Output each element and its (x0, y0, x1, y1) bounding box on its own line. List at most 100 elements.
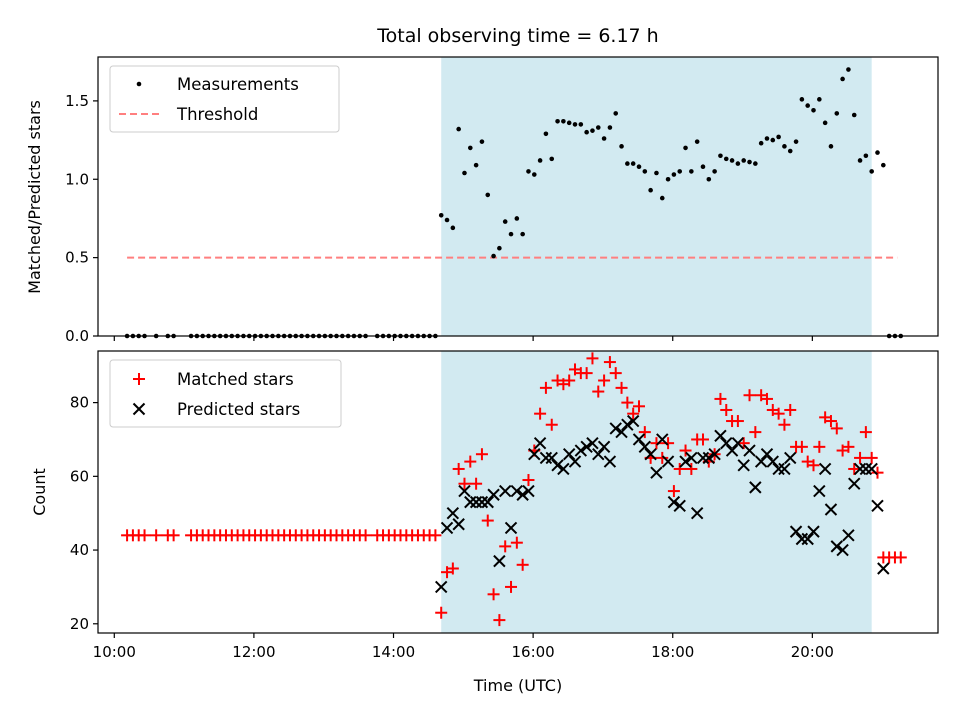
predicted-stars-point (574, 444, 588, 457)
matched-stars-point (493, 614, 506, 627)
observing-window-shade (441, 57, 872, 336)
measurement-point (450, 225, 456, 231)
top-legend: Measurements Threshold (109, 65, 340, 133)
matched-stars-point (534, 407, 547, 420)
matched-stars-point (807, 459, 820, 472)
predicted-stars-point (766, 455, 779, 468)
matched-stars-point (499, 540, 512, 553)
predicted-stars-point (469, 495, 483, 509)
measurement-point (834, 111, 840, 116)
x-tick-label: 10:00 (93, 643, 136, 661)
predicted-stars-point (859, 462, 873, 476)
measurement-point (502, 219, 508, 224)
top-y-tick-label: 0.0 (65, 327, 89, 345)
measurement-point (718, 153, 723, 159)
predicted-stars-point (440, 521, 454, 535)
measurement-point (467, 145, 473, 151)
predicted-stars-point (720, 436, 733, 450)
measurement-point (578, 122, 584, 127)
bottom-y-tick-label: 60 (70, 467, 89, 485)
matched-stars-point (632, 400, 645, 413)
predicted-stars-point (801, 532, 814, 546)
matched-stars-point (795, 440, 808, 453)
predicted-stars-point (679, 455, 692, 468)
predicted-stars-point (725, 444, 739, 457)
measurement-point (764, 136, 770, 141)
matched-stars-point (743, 389, 756, 402)
measurement-point (630, 161, 636, 166)
predicted-stars-point (638, 440, 652, 454)
matched-stars-point (714, 392, 727, 405)
measurement-point (811, 107, 816, 113)
matched-stars-point (435, 606, 448, 619)
measurement-point (712, 169, 717, 174)
matched-stars-point (621, 396, 634, 409)
measurement-point (671, 172, 677, 177)
bottom-legend: Matched stars Predicted stars (109, 359, 342, 428)
predicted-stars-point (743, 444, 756, 457)
measurement-point (735, 161, 741, 166)
top-y-axis-label: Matched/Predicted stars (25, 100, 44, 294)
matched-stars-point (854, 451, 867, 464)
x-tick-label: 12:00 (232, 643, 275, 661)
measurement-point (881, 162, 886, 168)
matched-stars-point (615, 381, 628, 394)
measurement-point (595, 125, 601, 130)
matched-stars-point (475, 448, 488, 461)
predicted-stars-point (539, 451, 553, 465)
measurement-point (782, 144, 787, 149)
predicted-stars-point (731, 436, 745, 450)
matched-stars-point (580, 367, 593, 380)
predicted-stars-point (545, 451, 558, 465)
matched-stars-point (894, 551, 907, 564)
matched-stars-point (510, 536, 523, 549)
matched-stars-point (731, 415, 744, 428)
legend-marker-measurements (136, 81, 142, 87)
top-plot-frame (97, 56, 939, 337)
predicted-stars-point (487, 488, 500, 501)
measurement-point (863, 153, 869, 159)
measurement-point (869, 169, 874, 174)
predicted-stars-point (621, 418, 634, 431)
matched-stars-point (760, 392, 773, 405)
predicted-stars-point (615, 425, 628, 439)
measurement-point (566, 120, 572, 126)
measurement-point (590, 128, 595, 133)
predicted-stars-point (650, 466, 663, 479)
matched-stars-point (458, 477, 471, 490)
measurement-point (537, 158, 543, 163)
x-tick-label: 18:00 (651, 643, 694, 661)
measurement-point (654, 170, 659, 176)
measurement-point (665, 176, 671, 182)
measurement-point (828, 144, 834, 149)
measurement-point (619, 144, 624, 149)
predicted-stars-point (475, 495, 489, 509)
measurement-point (799, 97, 805, 102)
chart-title: Total observing time = 6.17 h (376, 25, 658, 47)
predicted-stars-point (435, 580, 448, 594)
measurement-point (642, 169, 648, 174)
matched-stars-point (516, 558, 529, 571)
predicted-stars-point (586, 436, 599, 450)
measurement-point (543, 131, 549, 137)
matched-stars-point (650, 437, 663, 450)
legend-label-threshold: Threshold (176, 105, 258, 124)
measurement-point (479, 139, 485, 144)
matched-stars-point (667, 485, 680, 498)
predicted-stars-point (842, 529, 855, 542)
measurement-point (625, 161, 630, 166)
measurement-point (770, 137, 776, 143)
matched-stars-point (563, 374, 576, 387)
measurement-point (851, 112, 857, 118)
measurement-point (846, 67, 851, 72)
x-tick-label: 14:00 (372, 643, 415, 661)
matched-stars-point (429, 529, 442, 542)
matched-stars-point (656, 451, 669, 464)
top-y-tick-label: 1.5 (65, 92, 89, 110)
predicted-stars-point (807, 525, 820, 538)
predicted-stars-point (824, 503, 838, 516)
predicted-stars-point (696, 451, 710, 465)
predicted-stars-point (714, 429, 727, 442)
matched-stars-point (737, 437, 750, 450)
